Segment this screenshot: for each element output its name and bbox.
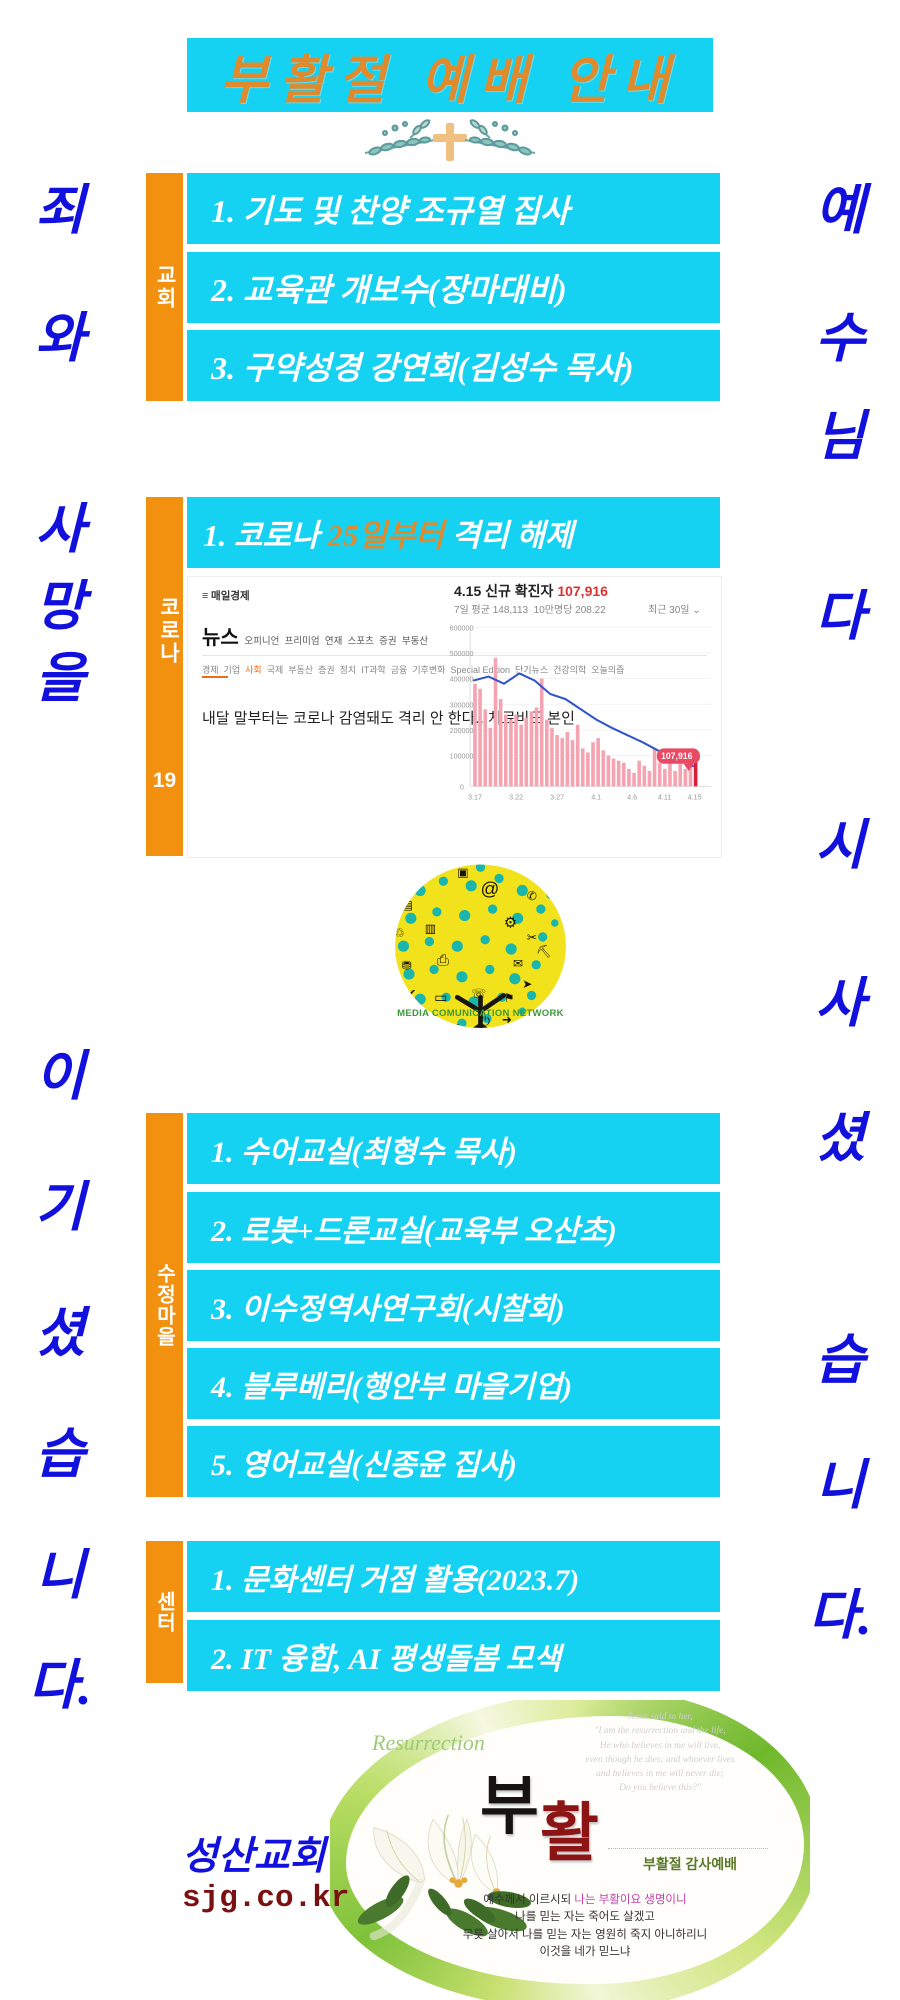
svg-text:500000: 500000 bbox=[450, 650, 474, 658]
svg-text:@: @ bbox=[481, 878, 500, 899]
svg-text:4.1: 4.1 bbox=[591, 794, 601, 802]
svg-text:4.6: 4.6 bbox=[627, 794, 637, 802]
svg-text:4.11: 4.11 bbox=[658, 794, 671, 802]
svg-text:200000: 200000 bbox=[450, 727, 474, 735]
svg-text:⚑: ⚑ bbox=[504, 991, 515, 1005]
svg-text:107,916: 107,916 bbox=[661, 751, 693, 761]
svg-text:100000: 100000 bbox=[450, 753, 474, 761]
svg-text:➤: ➤ bbox=[522, 977, 532, 991]
svg-text:⛃: ⛃ bbox=[402, 958, 412, 972]
svg-text:✔: ✔ bbox=[406, 986, 416, 1000]
svg-text:0: 0 bbox=[460, 783, 464, 791]
svg-text:3.27: 3.27 bbox=[550, 794, 564, 802]
svg-text:✉: ✉ bbox=[414, 867, 424, 881]
svg-text:4.15: 4.15 bbox=[688, 794, 702, 802]
svg-text:3.22: 3.22 bbox=[509, 794, 523, 802]
svg-text:▤: ▤ bbox=[402, 898, 413, 912]
svg-text:▭: ▭ bbox=[434, 989, 447, 1005]
svg-text:3.17: 3.17 bbox=[468, 794, 482, 802]
svg-text:✂: ✂ bbox=[527, 931, 537, 945]
svg-text:✎: ✎ bbox=[513, 864, 523, 878]
svg-text:▥: ▥ bbox=[425, 921, 436, 935]
svg-text:▣: ▣ bbox=[457, 866, 468, 880]
svg-text:600000: 600000 bbox=[450, 624, 474, 632]
svg-text:300000: 300000 bbox=[450, 701, 474, 709]
svg-text:✆: ✆ bbox=[527, 889, 537, 903]
svg-text:400000: 400000 bbox=[450, 676, 474, 684]
svg-text:⛏: ⛏ bbox=[536, 945, 551, 959]
svg-text:✉: ✉ bbox=[513, 957, 523, 971]
svg-text:♫: ♫ bbox=[453, 1022, 461, 1033]
svg-text:⎙: ⎙ bbox=[437, 953, 449, 969]
svg-text:⚙: ⚙ bbox=[504, 916, 517, 932]
svg-text:♲: ♲ bbox=[394, 926, 405, 940]
